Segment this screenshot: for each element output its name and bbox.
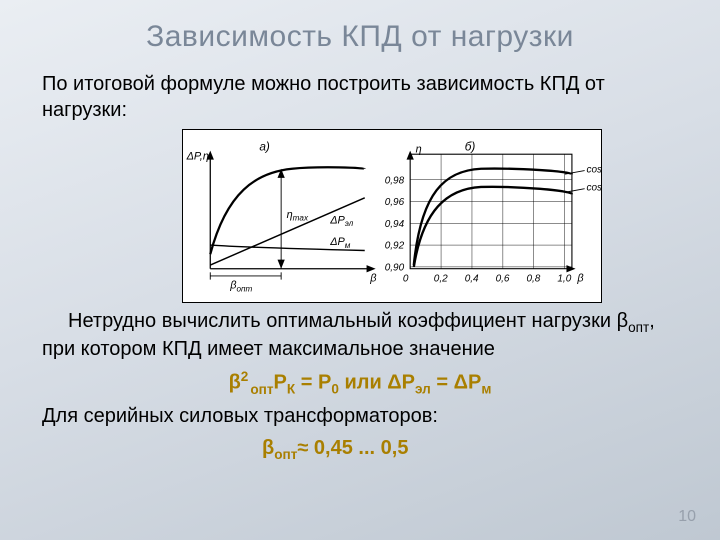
svg-text:ΔP,η: ΔP,η — [186, 151, 209, 163]
svg-text:0,8: 0,8 — [526, 274, 540, 285]
slide-body: По итоговой формуле можно построить зави… — [0, 54, 720, 463]
f1-sub2: К — [287, 382, 295, 397]
formula-1: β2оптPК = P0 или ΔPэл = ΔPм — [42, 368, 678, 398]
f2-a: β — [262, 437, 274, 459]
f1-sub1: опт — [250, 382, 273, 397]
svg-text:0: 0 — [403, 274, 409, 285]
svg-text:0,90: 0,90 — [385, 263, 405, 274]
svg-text:0,96: 0,96 — [385, 197, 405, 208]
svg-text:0,92: 0,92 — [385, 241, 405, 252]
svg-text:β: β — [576, 273, 583, 285]
svg-text:β: β — [369, 273, 376, 285]
svg-text:0,4: 0,4 — [465, 274, 479, 285]
f1-sub5: м — [481, 382, 491, 397]
svg-text:0,2: 0,2 — [434, 274, 448, 285]
f1-e: = ΔP — [431, 372, 482, 394]
f1-sup: 2 — [241, 369, 249, 384]
svg-text:cosφ₂=1: cosφ₂=1 — [586, 165, 602, 176]
slide-number: 10 — [678, 508, 696, 526]
svg-text:0,6: 0,6 — [496, 274, 510, 285]
f1-a: β — [229, 372, 241, 394]
f1-d: или ΔP — [339, 372, 415, 394]
svg-text:0,94: 0,94 — [385, 219, 405, 230]
f2-b: ≈ 0,45 ... 0,5 — [297, 437, 408, 459]
svg-text:а): а) — [259, 140, 270, 154]
paragraph-1: По итоговой формуле можно построить зави… — [42, 72, 678, 123]
svg-text:cosφ₂=0,8: cosφ₂=0,8 — [586, 183, 602, 194]
figure-efficiency-curves: а)ΔP,ηβηmaxβоптΔPэлΔPмб)0,900,920,940,96… — [182, 129, 602, 303]
formula-2: βопт≈ 0,45 ... 0,5 — [262, 436, 678, 463]
paragraph-2: Нетрудно вычислить оптимальный коэффицие… — [42, 309, 678, 362]
para2-text-a: Нетрудно вычислить оптимальный коэффицие… — [68, 310, 628, 332]
f1-c: = P — [295, 372, 331, 394]
para2-sub: опт — [628, 320, 649, 335]
svg-text:0,98: 0,98 — [385, 175, 405, 186]
f1-b: P — [274, 372, 287, 394]
slide-title: Зависимость КПД от нагрузки — [0, 0, 720, 54]
f2-sub: опт — [274, 447, 297, 462]
paragraph-3: Для серийных силовых трансформаторов: — [42, 404, 678, 430]
svg-text:б): б) — [465, 140, 476, 154]
f1-sub3: 0 — [331, 382, 339, 397]
f1-sub4: эл — [415, 382, 431, 397]
svg-text:η: η — [416, 144, 422, 156]
svg-text:1,0: 1,0 — [557, 274, 571, 285]
